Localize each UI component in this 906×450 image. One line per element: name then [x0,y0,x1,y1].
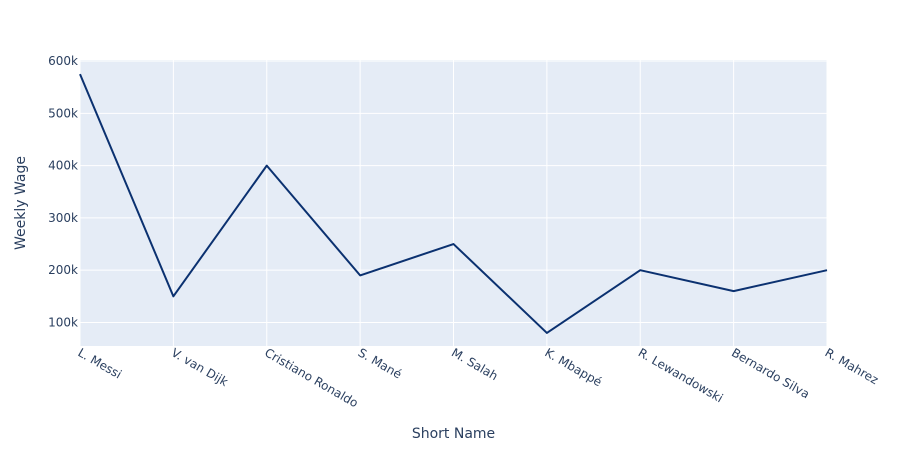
x-tick-label: Cristiano Ronaldo [262,345,360,410]
x-tick-label: K. Mbappé [542,345,604,389]
y-tick-label: 300k [48,211,78,225]
series-line [79,73,828,334]
x-axis-title: Short Name [412,426,495,442]
gridlines [79,60,828,346]
x-tick-label: V. van Dijk [169,345,231,389]
y-tick-label: 500k [48,106,78,120]
x-tick-label: R. Mahrez [823,345,881,387]
y-tick-label: 200k [48,263,78,277]
y-axis: 100k 200k 300k 400k 500k 600k [48,54,78,329]
x-tick-label: R. Lewandowski [636,345,726,405]
series-layer [79,73,828,334]
y-tick-label: 400k [48,159,78,173]
x-tick-label: Bernardo Silva [729,345,812,401]
y-tick-label: 100k [48,315,78,329]
x-tick-label: S. Mané [356,345,405,381]
y-axis-title: Weekly Wage [13,156,29,250]
x-tick-label: M. Salah [449,345,500,383]
x-tick-label: L. Messi [76,345,124,381]
y-tick-label: 600k [48,54,78,68]
